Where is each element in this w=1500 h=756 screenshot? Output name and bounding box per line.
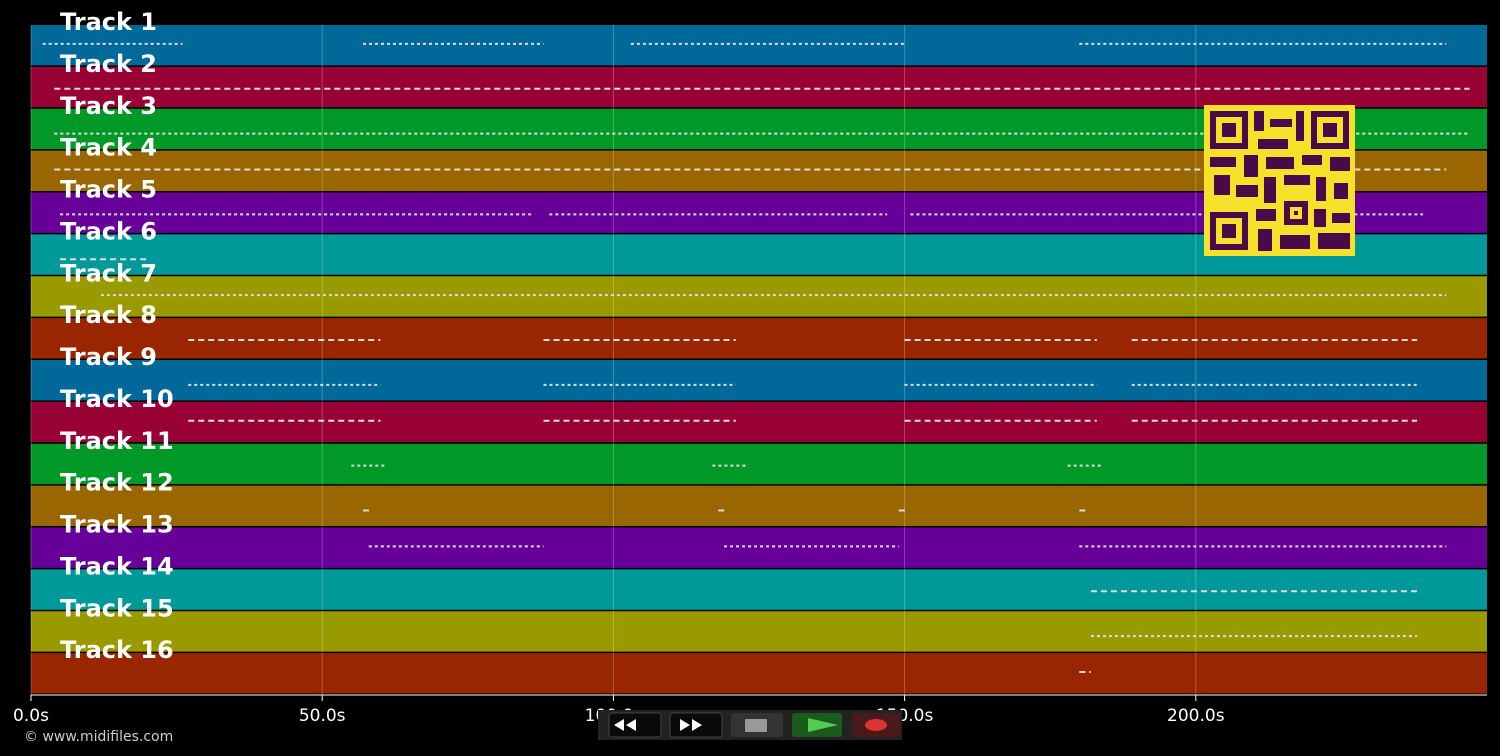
copyright: © www.midifiles.com	[24, 729, 173, 745]
qr-code	[1204, 105, 1355, 256]
track-label: Track 13	[60, 511, 174, 539]
record-button[interactable]	[852, 713, 900, 737]
track-band	[31, 276, 1487, 317]
x-tick-label: 200.0s	[1167, 706, 1225, 726]
track-label: Track 12	[60, 469, 174, 497]
track-band	[31, 569, 1487, 610]
track-label: Track 1	[60, 8, 157, 36]
track-label: Track 8	[60, 301, 157, 329]
track-label: Track 2	[60, 50, 157, 78]
track-label: Track 5	[60, 176, 157, 204]
track-band	[31, 401, 1487, 443]
track-label: Track 11	[60, 427, 174, 455]
play-button[interactable]	[792, 713, 842, 737]
stop-button[interactable]	[731, 713, 783, 737]
track-label: Track 15	[60, 594, 174, 622]
track-label: Track 9	[60, 343, 157, 371]
track-band	[31, 443, 1487, 485]
track-band	[31, 611, 1487, 652]
track-band	[31, 66, 1487, 108]
track-label: Track 14	[60, 552, 174, 580]
track-label: Track 6	[60, 217, 157, 245]
transport-controls	[598, 710, 902, 740]
x-tick-label: 0.0s	[13, 706, 49, 726]
track-label: Track 10	[60, 385, 174, 413]
track-band	[31, 360, 1487, 401]
track-band	[31, 527, 1487, 568]
track-label: Track 7	[60, 259, 157, 287]
track-label: Track 16	[60, 636, 174, 664]
track-band	[31, 485, 1487, 526]
forward-button[interactable]	[669, 712, 723, 738]
track-label: Track 3	[60, 92, 157, 120]
track-band	[31, 653, 1487, 694]
x-tick-label: 50.0s	[299, 706, 346, 726]
track-band	[31, 318, 1487, 359]
rewind-button[interactable]	[608, 712, 662, 738]
track-band	[31, 25, 1487, 66]
track-label: Track 4	[60, 134, 157, 162]
